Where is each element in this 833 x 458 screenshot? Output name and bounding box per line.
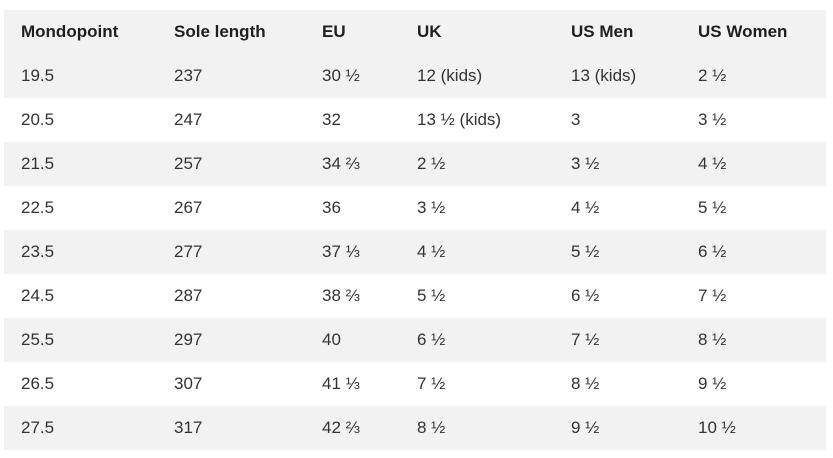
cell-sole-length: 297: [157, 318, 305, 362]
cell-sole-length: 287: [157, 274, 305, 318]
cell-eu: 41 ⅓: [305, 362, 400, 406]
cell-eu: 42 ⅔: [305, 406, 400, 450]
cell-us-men: 5 ½: [554, 230, 681, 274]
cell-us-men: 3 ½: [554, 142, 681, 186]
cell-uk: 7 ½: [400, 362, 554, 406]
cell-us-women: 3 ½: [681, 98, 826, 142]
cell-eu: 38 ⅔: [305, 274, 400, 318]
column-header-uk: UK: [400, 10, 554, 54]
cell-us-women: 10 ½: [681, 406, 826, 450]
column-header-eu: EU: [305, 10, 400, 54]
cell-mondopoint: 24.5: [4, 274, 157, 318]
cell-sole-length: 277: [157, 230, 305, 274]
cell-uk: 4 ½: [400, 230, 554, 274]
cell-mondopoint: 21.5: [4, 142, 157, 186]
cell-eu: 40: [305, 318, 400, 362]
cell-sole-length: 247: [157, 98, 305, 142]
cell-us-women: 5 ½: [681, 186, 826, 230]
cell-eu: 37 ⅓: [305, 230, 400, 274]
cell-sole-length: 237: [157, 54, 305, 98]
cell-us-men: 4 ½: [554, 186, 681, 230]
cell-eu: 32: [305, 98, 400, 142]
cell-mondopoint: 27.5: [4, 406, 157, 450]
size-conversion-table-container: Mondopoint Sole length EU UK US Men US W…: [4, 10, 826, 450]
table-header: Mondopoint Sole length EU UK US Men US W…: [4, 10, 826, 54]
column-header-mondopoint: Mondopoint: [4, 10, 157, 54]
cell-us-men: 8 ½: [554, 362, 681, 406]
cell-uk: 8 ½: [400, 406, 554, 450]
size-conversion-table: Mondopoint Sole length EU UK US Men US W…: [4, 10, 826, 450]
cell-us-women: 9 ½: [681, 362, 826, 406]
cell-uk: 5 ½: [400, 274, 554, 318]
cell-us-women: 8 ½: [681, 318, 826, 362]
cell-us-men: 9 ½: [554, 406, 681, 450]
cell-eu: 36: [305, 186, 400, 230]
cell-us-men: 6 ½: [554, 274, 681, 318]
cell-mondopoint: 25.5: [4, 318, 157, 362]
table-row: 19.5 237 30 ½ 12 (kids) 13 (kids) 2 ½: [4, 54, 826, 98]
cell-uk: 2 ½: [400, 142, 554, 186]
cell-uk: 13 ½ (kids): [400, 98, 554, 142]
cell-uk: 12 (kids): [400, 54, 554, 98]
cell-sole-length: 317: [157, 406, 305, 450]
table-row: 20.5 247 32 13 ½ (kids) 3 3 ½: [4, 98, 826, 142]
cell-sole-length: 267: [157, 186, 305, 230]
cell-sole-length: 307: [157, 362, 305, 406]
cell-mondopoint: 23.5: [4, 230, 157, 274]
table-body: 19.5 237 30 ½ 12 (kids) 13 (kids) 2 ½ 20.5 247 3…: [4, 54, 826, 450]
cell-mondopoint: 26.5: [4, 362, 157, 406]
cell-us-men: 13 (kids): [554, 54, 681, 98]
header-row: Mondopoint Sole length EU UK US Men US W…: [4, 10, 826, 54]
cell-eu: 34 ⅔: [305, 142, 400, 186]
cell-us-men: 3: [554, 98, 681, 142]
cell-us-men: 7 ½: [554, 318, 681, 362]
cell-us-women: 4 ½: [681, 142, 826, 186]
cell-eu: 30 ½: [305, 54, 400, 98]
cell-us-women: 2 ½: [681, 54, 826, 98]
cell-us-women: 7 ½: [681, 274, 826, 318]
cell-sole-length: 257: [157, 142, 305, 186]
column-header-us-women: US Women: [681, 10, 826, 54]
cell-uk: 6 ½: [400, 318, 554, 362]
column-header-sole-length: Sole length: [157, 10, 305, 54]
cell-mondopoint: 20.5: [4, 98, 157, 142]
cell-mondopoint: 19.5: [4, 54, 157, 98]
column-header-us-men: US Men: [554, 10, 681, 54]
cell-mondopoint: 22.5: [4, 186, 157, 230]
cell-us-women: 6 ½: [681, 230, 826, 274]
cell-uk: 3 ½: [400, 186, 554, 230]
